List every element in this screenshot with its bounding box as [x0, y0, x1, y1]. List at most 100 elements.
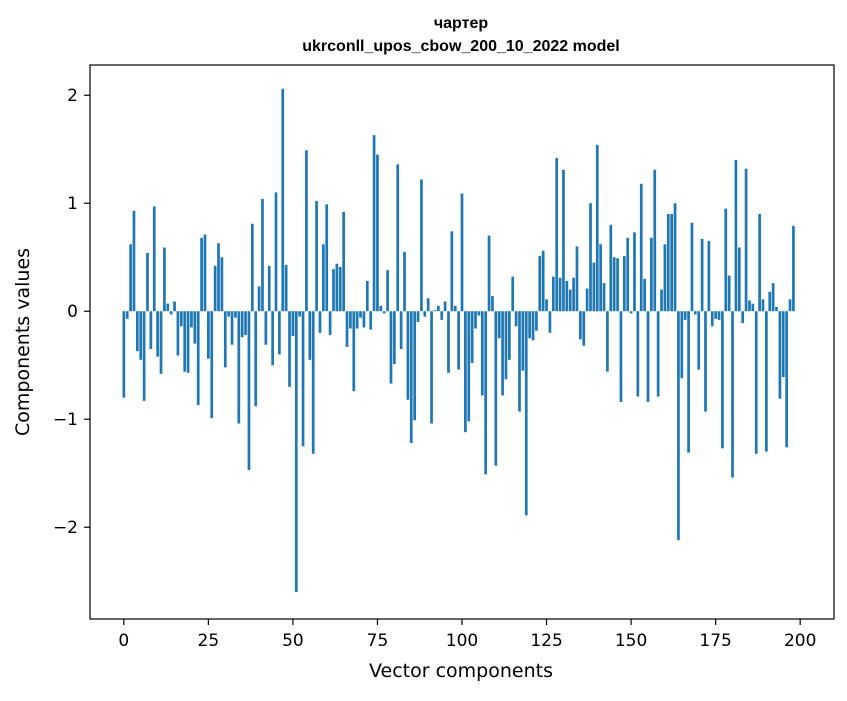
x-tick-label: 150 — [615, 631, 647, 651]
bar-13 — [166, 303, 170, 312]
bar-72 — [365, 280, 369, 312]
bar-53 — [301, 311, 305, 447]
bar-63 — [335, 263, 339, 312]
bar-6 — [142, 311, 146, 401]
bar-193 — [775, 306, 778, 312]
bar-47 — [281, 88, 285, 312]
bar-124 — [541, 250, 545, 312]
bar-155 — [646, 311, 650, 402]
bar-109 — [491, 296, 494, 312]
bar-65 — [342, 211, 345, 312]
bar-151 — [633, 232, 636, 312]
bar-129 — [558, 277, 562, 312]
bar-92 — [433, 310, 437, 312]
bar-30 — [223, 311, 227, 368]
bar-117 — [518, 311, 521, 412]
bar-162 — [670, 214, 674, 312]
bar-2 — [129, 244, 132, 312]
bar-95 — [443, 301, 447, 312]
x-axis-label: Vector components — [369, 660, 553, 682]
bar-76 — [379, 305, 383, 312]
bar-96 — [447, 311, 450, 373]
bar-134 — [575, 246, 579, 312]
bar-150 — [629, 311, 633, 314]
bar-32 — [230, 311, 234, 345]
bar-138 — [589, 203, 592, 312]
bar-1 — [125, 311, 129, 319]
x-tick-label: 175 — [699, 631, 731, 651]
bar-52 — [298, 311, 302, 317]
bar-44 — [271, 311, 274, 366]
bar-17 — [179, 311, 183, 327]
bar-26 — [210, 311, 214, 419]
y-tick-label: −1 — [53, 410, 78, 430]
bar-21 — [193, 311, 197, 344]
bar-197 — [788, 299, 792, 312]
bar-188 — [758, 214, 761, 312]
bar-128 — [555, 157, 559, 312]
bar-131 — [565, 280, 569, 312]
bar-84 — [406, 311, 410, 400]
bar-146 — [616, 258, 619, 312]
bar-60 — [325, 204, 329, 312]
bar-100 — [460, 193, 464, 312]
bar-82 — [399, 311, 403, 350]
bar-5 — [139, 311, 143, 360]
bar-133 — [572, 277, 575, 312]
bar-27 — [213, 265, 217, 312]
bar-154 — [643, 278, 646, 312]
bar-121 — [531, 311, 535, 341]
bar-9 — [152, 206, 156, 312]
bar-195 — [781, 311, 785, 378]
bar-159 — [660, 289, 663, 312]
y-tick-label: 0 — [67, 302, 78, 322]
bar-80 — [393, 311, 396, 365]
bar-196 — [785, 311, 789, 448]
x-tick-label: 0 — [118, 631, 129, 651]
bar-166 — [683, 311, 687, 320]
bar-142 — [602, 283, 606, 312]
bar-157 — [653, 169, 657, 312]
bar-191 — [768, 291, 772, 312]
bar-29 — [220, 257, 224, 312]
bar-90 — [426, 298, 430, 312]
bar-143 — [606, 311, 609, 372]
bar-18 — [183, 311, 187, 372]
bar-71 — [362, 311, 366, 328]
bar-35 — [240, 311, 244, 338]
bar-176 — [717, 311, 721, 320]
y-tick-label: −2 — [53, 518, 78, 538]
bar-98 — [453, 305, 457, 312]
bar-74 — [372, 135, 376, 312]
bar-43 — [267, 265, 271, 312]
bar-140 — [595, 144, 599, 312]
bar-136 — [582, 311, 586, 346]
bar-189 — [761, 299, 765, 312]
bar-175 — [714, 311, 717, 319]
bar-107 — [484, 311, 488, 475]
bar-144 — [609, 224, 613, 312]
bar-40 — [257, 286, 261, 312]
bar-174 — [710, 311, 714, 327]
bar-89 — [423, 311, 427, 317]
bar-181 — [734, 160, 738, 312]
bar-58 — [318, 311, 322, 333]
bar-64 — [338, 266, 342, 312]
bar-45 — [274, 192, 278, 312]
bar-62 — [332, 269, 335, 312]
bar-87 — [416, 311, 420, 323]
bar-161 — [666, 214, 670, 312]
bar-19 — [186, 311, 190, 373]
bar-12 — [163, 247, 166, 312]
bar-33 — [234, 311, 237, 318]
bar-28 — [217, 243, 220, 312]
bar-153 — [639, 183, 643, 312]
bar-103 — [470, 311, 474, 364]
bar-50 — [291, 311, 295, 337]
bar-79 — [389, 311, 393, 384]
bar-108 — [487, 235, 491, 312]
bar-68 — [352, 311, 356, 392]
bar-127 — [551, 276, 555, 312]
